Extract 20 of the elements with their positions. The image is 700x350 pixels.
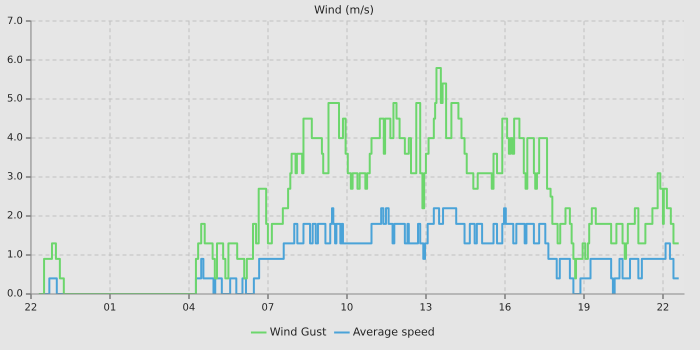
- x-tick-label: 01: [104, 302, 116, 314]
- y-tick-label: 3.0: [6, 172, 23, 183]
- x-tick-label: 07: [262, 302, 274, 314]
- x-tick-label: 19: [578, 302, 590, 314]
- chart-title: Wind (m/s): [314, 3, 374, 16]
- legend-label: Average speed: [352, 325, 435, 338]
- x-tick-label: 22: [24, 302, 38, 314]
- legend-label: Wind Gust: [270, 325, 328, 338]
- x-tick-label: 04: [182, 302, 196, 314]
- y-tick-label: 7.0: [6, 16, 23, 27]
- y-tick-label: 0.0: [6, 288, 23, 300]
- x-tick-label: 13: [420, 302, 432, 314]
- x-tick-label: 16: [498, 302, 512, 314]
- y-tick-label: 5.0: [6, 94, 23, 105]
- y-tick-label: 2.0: [6, 210, 23, 222]
- y-tick-label: 6.0: [6, 54, 23, 66]
- x-tick-label: 22: [656, 302, 670, 314]
- y-tick-label: 4.0: [6, 132, 23, 144]
- x-tick-label: 10: [340, 302, 354, 314]
- y-tick-label: 1.0: [6, 250, 23, 261]
